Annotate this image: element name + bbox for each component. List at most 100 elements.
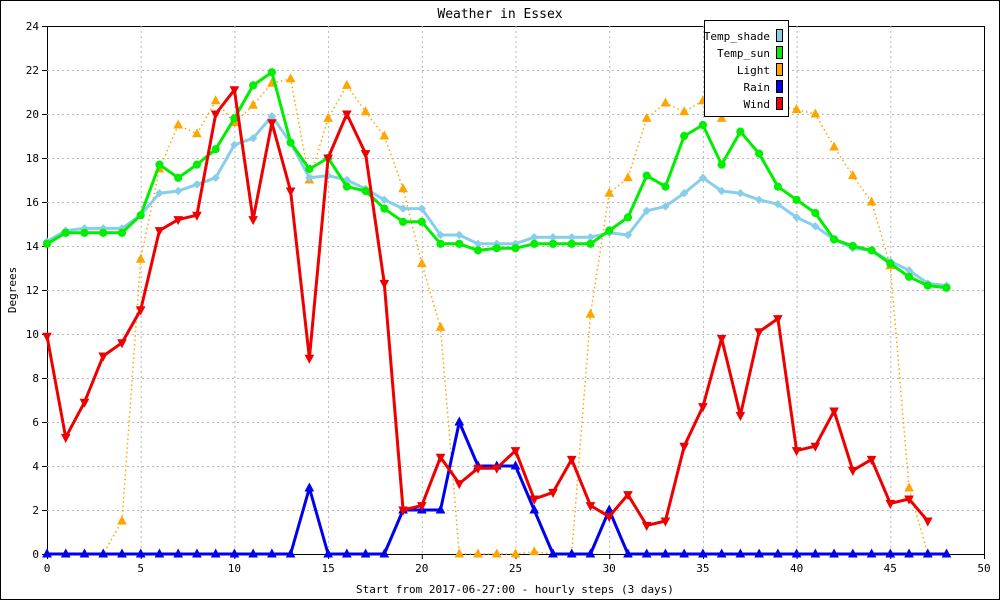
data-point-rain xyxy=(454,416,465,426)
data-point-temp-sun xyxy=(361,186,370,196)
data-point-rain xyxy=(79,548,90,558)
data-point-temp-sun xyxy=(192,160,202,169)
data-point-light xyxy=(529,546,540,556)
data-point-rain xyxy=(604,504,615,514)
data-point-rain xyxy=(360,548,371,558)
axis-ticks: 0 5 10 15 20 25 30 35 40 45 5002468101214161820222… xyxy=(26,20,991,575)
chart-title: Weather in Essex xyxy=(437,7,562,22)
data-point-temp-sun xyxy=(567,239,576,248)
data-point-wind xyxy=(323,154,333,164)
x-tick-label: 5 xyxy=(137,562,144,575)
data-point-wind xyxy=(79,398,90,408)
data-point-light xyxy=(210,95,221,105)
data-point-temp-sun xyxy=(267,68,276,77)
data-point-rain xyxy=(623,548,633,558)
data-point-temp-shade xyxy=(230,140,239,150)
legend-swatch-temp-shade xyxy=(776,29,783,42)
data-point-temp-sun xyxy=(811,208,820,218)
y-tick-label: 22 xyxy=(26,64,39,77)
data-point-temp-sun xyxy=(80,228,89,237)
data-point-light xyxy=(829,141,839,151)
data-point-temp-shade xyxy=(248,133,258,143)
data-point-temp-shade xyxy=(792,213,801,222)
data-point-temp-sun xyxy=(136,211,145,220)
data-point-temp-sun xyxy=(942,283,951,292)
data-point-temp-sun xyxy=(417,217,426,226)
data-point-temp-sun xyxy=(99,228,108,237)
data-point-wind xyxy=(585,502,596,512)
data-point-light xyxy=(285,73,296,83)
data-point-light xyxy=(173,119,184,129)
data-point-temp-shade xyxy=(192,180,202,189)
data-point-wind xyxy=(267,119,277,129)
data-point-wind xyxy=(623,491,633,501)
y-tick-label: 24 xyxy=(26,20,40,33)
data-point-wind xyxy=(154,227,165,237)
data-point-temp-sun xyxy=(586,239,595,248)
data-point-light xyxy=(641,112,652,122)
data-point-rain xyxy=(267,548,277,558)
data-point-light xyxy=(716,112,727,122)
data-point-rain xyxy=(42,548,52,558)
data-point-temp-sun xyxy=(436,239,445,248)
data-point-temp-sun xyxy=(398,217,408,226)
data-point-wind xyxy=(42,332,52,342)
x-tick-label: 50 xyxy=(977,562,990,575)
data-point-temp-sun xyxy=(473,246,483,255)
data-point-rain xyxy=(735,548,746,558)
data-point-rain xyxy=(885,548,896,558)
data-point-temp-sun xyxy=(305,164,314,174)
data-point-wind xyxy=(173,216,184,226)
x-tick-label: 25 xyxy=(509,562,522,575)
data-point-light xyxy=(117,515,127,525)
data-point-rain xyxy=(510,460,521,470)
data-point-wind xyxy=(566,455,577,465)
data-point-rain xyxy=(904,548,914,558)
data-point-temp-sun xyxy=(155,160,164,169)
y-tick-label: 18 xyxy=(26,152,39,165)
data-point-wind xyxy=(454,480,465,490)
y-tick-label: 20 xyxy=(26,108,39,121)
data-point-wind xyxy=(847,466,858,476)
x-axis-label: Start from 2017-06-27:00 - hourly steps … xyxy=(356,583,674,596)
data-point-wind xyxy=(904,495,914,505)
data-point-temp-shade xyxy=(679,188,689,198)
data-point-rain xyxy=(922,548,933,558)
legend-label-temp-shade: Temp_shade xyxy=(704,30,770,43)
x-tick-label: 20 xyxy=(415,562,428,575)
data-point-wind xyxy=(716,334,727,344)
x-tick-label: 45 xyxy=(884,562,897,575)
data-point-wind xyxy=(248,216,258,226)
data-point-wind xyxy=(398,506,408,516)
data-point-rain xyxy=(791,548,802,558)
data-point-wind xyxy=(60,433,71,443)
data-point-light xyxy=(473,548,483,558)
data-point-wind xyxy=(416,502,427,512)
data-point-temp-sun xyxy=(886,259,895,268)
data-point-wind xyxy=(229,86,240,96)
data-point-temp-sun xyxy=(249,81,258,90)
data-point-temp-sun xyxy=(455,239,464,248)
data-point-light xyxy=(342,79,352,89)
y-axis-label: Degrees xyxy=(6,267,19,313)
data-point-light xyxy=(379,130,390,140)
data-point-wind xyxy=(435,453,446,463)
data-point-wind xyxy=(735,411,746,421)
data-point-temp-sun xyxy=(904,272,914,281)
data-point-rain xyxy=(135,548,146,558)
data-point-wind xyxy=(791,447,802,457)
data-point-temp-shade xyxy=(642,206,651,216)
x-tick-label: 40 xyxy=(790,562,803,575)
data-point-wind xyxy=(117,339,127,349)
data-point-wind xyxy=(285,187,296,197)
data-point-rain xyxy=(435,504,446,514)
data-point-wind xyxy=(210,110,221,120)
data-point-rain xyxy=(229,548,240,558)
data-point-light xyxy=(435,321,446,331)
data-point-temp-sun xyxy=(680,131,689,141)
data-point-rain xyxy=(829,548,839,558)
data-point-temp-sun xyxy=(342,182,351,191)
data-point-rain xyxy=(304,482,315,492)
data-point-rain xyxy=(210,548,221,558)
